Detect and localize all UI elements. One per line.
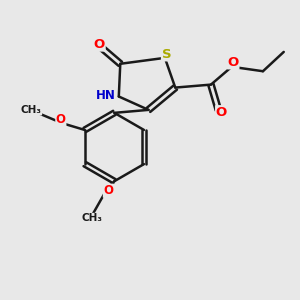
Text: CH₃: CH₃: [21, 105, 42, 115]
Text: O: O: [56, 113, 66, 126]
Text: S: S: [161, 48, 171, 61]
Text: HN: HN: [95, 88, 116, 101]
Text: O: O: [103, 184, 113, 197]
Text: CH₃: CH₃: [82, 213, 103, 224]
Text: O: O: [94, 38, 105, 51]
Text: O: O: [216, 106, 227, 119]
Text: O: O: [228, 56, 239, 69]
